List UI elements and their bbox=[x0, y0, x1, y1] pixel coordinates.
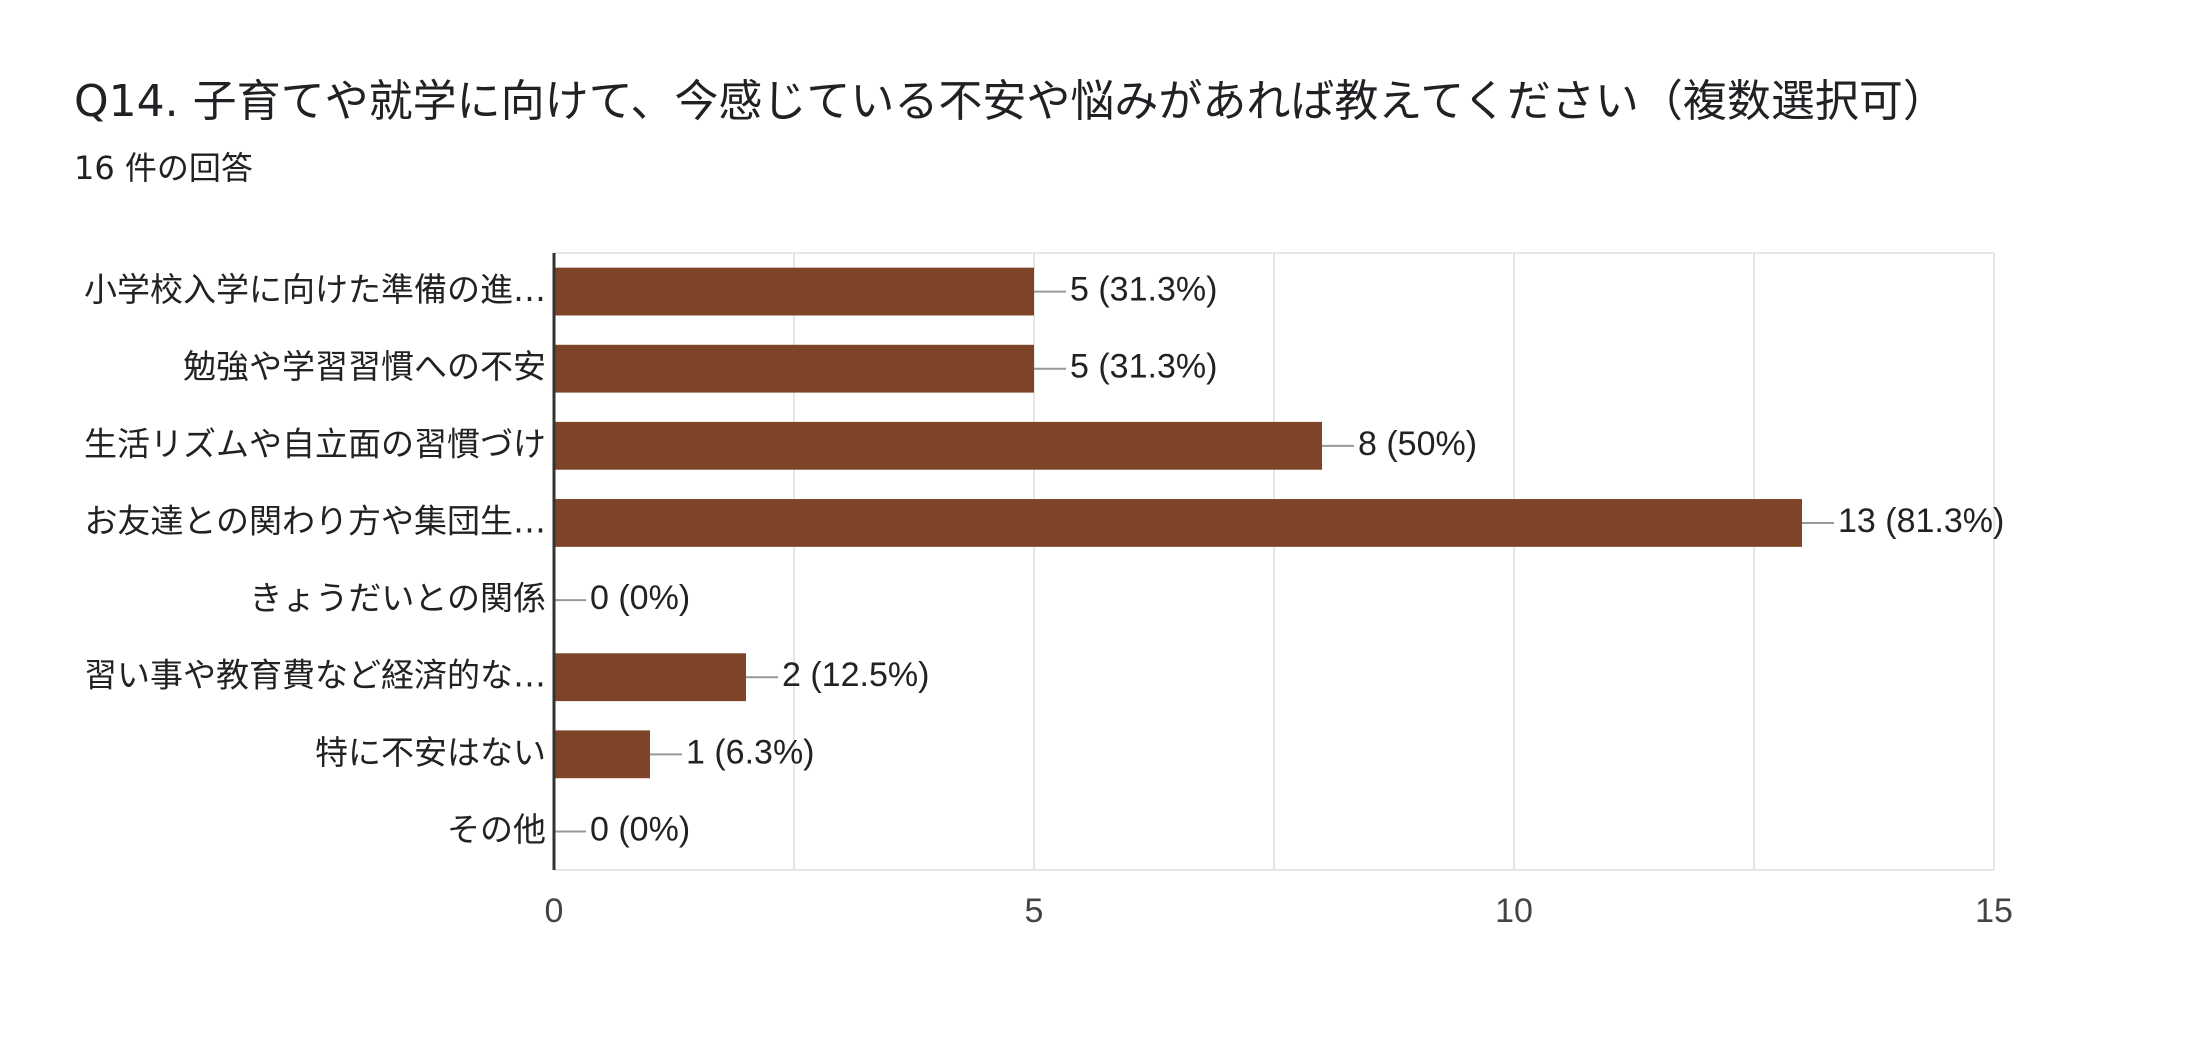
data-label: 5 (31.3%) bbox=[1070, 348, 1217, 386]
data-label: 13 (81.3%) bbox=[1838, 502, 2004, 540]
response-count: 16 件の回答 bbox=[74, 149, 253, 187]
bar bbox=[554, 344, 1034, 393]
category-label: お友達との関わり方や集団生… bbox=[84, 501, 546, 540]
x-tick-label: 15 bbox=[1975, 892, 2013, 930]
data-label: 5 (31.3%) bbox=[1070, 271, 1217, 309]
x-tick-label: 0 bbox=[545, 892, 564, 930]
labels: 5 (31.3%) 小学校入学に向けた準備の進… 5 (31.3%) 勉強や学習習慣へ… bbox=[84, 253, 2013, 930]
category-label: その他 bbox=[447, 810, 546, 849]
bar bbox=[554, 421, 1322, 470]
category-label: 勉強や学習習慣への不安 bbox=[183, 347, 546, 386]
data-label: 1 (6.3%) bbox=[686, 733, 815, 771]
chart-title: Q14. 子育てや就学に向けて、今感じている不安や悩みがあれば教えてください（複… bbox=[74, 76, 1947, 127]
category-label: きょうだいとの関係 bbox=[249, 579, 546, 618]
x-tick-label: 10 bbox=[1495, 892, 1533, 930]
category-label: 特に不安はない bbox=[315, 733, 546, 772]
bars bbox=[554, 267, 1834, 833]
x-tick-label: 5 bbox=[1025, 892, 1044, 930]
data-label: 0 (0%) bbox=[590, 810, 690, 848]
bar bbox=[554, 730, 650, 779]
category-label: 習い事や教育費など経済的な… bbox=[84, 656, 546, 695]
data-label: 0 (0%) bbox=[590, 579, 690, 617]
grid-lines bbox=[553, 252, 1995, 871]
bar bbox=[554, 267, 1034, 316]
data-label: 2 (12.5%) bbox=[782, 656, 929, 694]
bar bbox=[554, 653, 746, 702]
bar bbox=[554, 499, 1802, 547]
category-label: 生活リズムや自立面の習慣づけ bbox=[84, 424, 546, 463]
data-label: 8 (50%) bbox=[1358, 425, 1477, 463]
category-label: 小学校入学に向けた準備の進… bbox=[84, 270, 546, 309]
